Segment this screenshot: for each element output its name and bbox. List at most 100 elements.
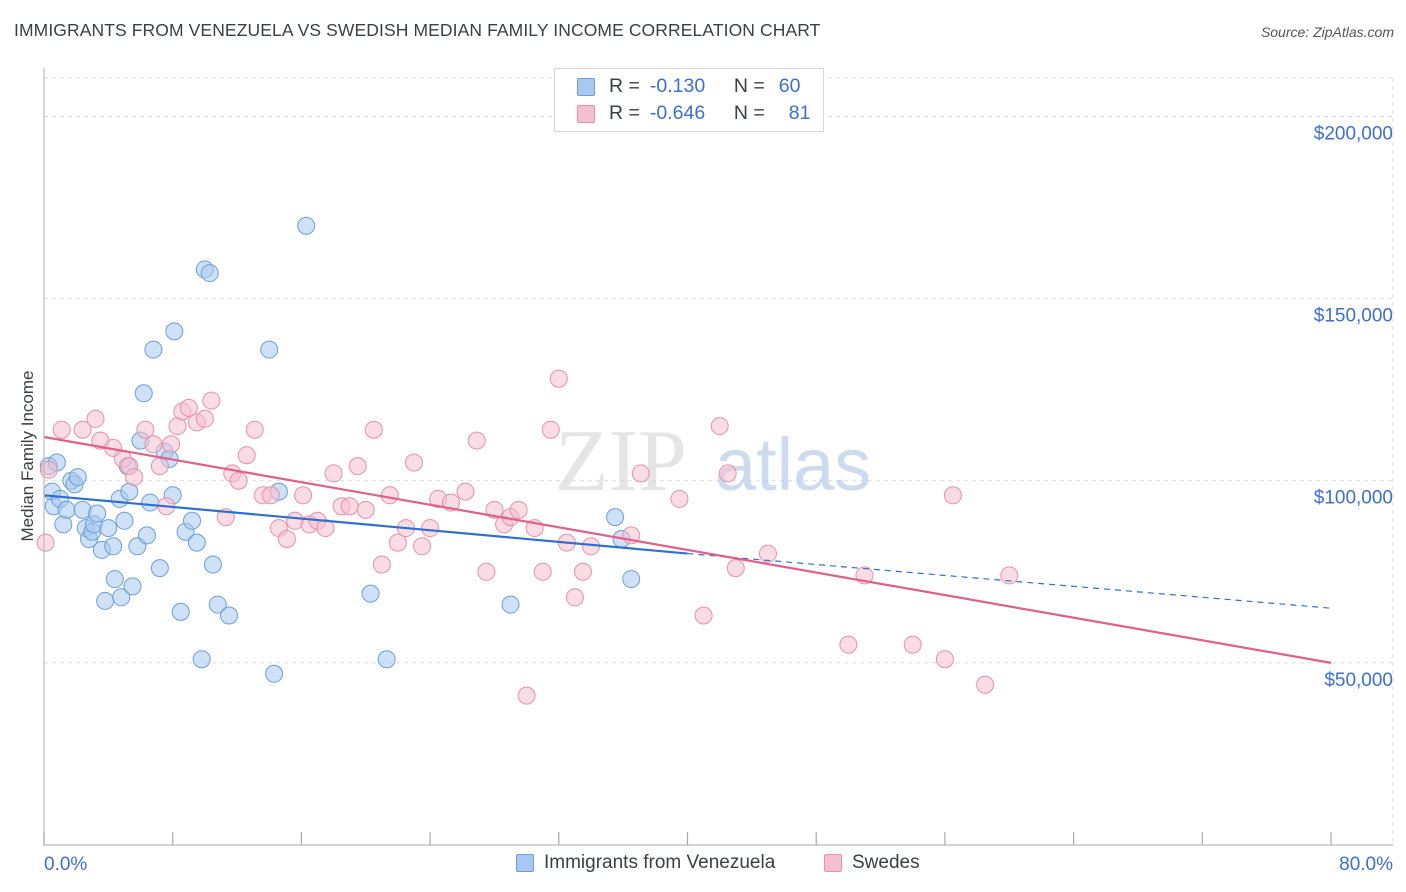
source-label: Source: ZipAtlas.com bbox=[1260, 24, 1394, 40]
scatter-point bbox=[261, 486, 280, 505]
stats-r-label: R = bbox=[609, 102, 640, 124]
scatter-point bbox=[943, 486, 962, 505]
scatter-point bbox=[68, 468, 87, 487]
scatter-point bbox=[183, 511, 202, 530]
scatter-point bbox=[112, 588, 131, 607]
stats-n-value: 81 bbox=[788, 102, 811, 124]
scatter-point bbox=[372, 555, 391, 574]
scatter-point bbox=[144, 435, 163, 454]
watermark-atlas: atlas bbox=[715, 423, 871, 506]
stats-n-value: 60 bbox=[778, 75, 801, 97]
scatter-point bbox=[549, 369, 568, 388]
scatter-point bbox=[485, 500, 504, 519]
series-venezuela-points bbox=[39, 216, 641, 683]
scatter-point bbox=[73, 420, 92, 439]
scatter-point bbox=[134, 384, 153, 403]
scatter-point bbox=[935, 650, 954, 669]
scatter-point bbox=[86, 409, 105, 428]
legend-swatch-venezuela bbox=[516, 854, 534, 872]
y-tick-label: $200,000 bbox=[1314, 123, 1393, 144]
stats-r-value: -0.130 bbox=[649, 75, 706, 97]
scatter-point bbox=[631, 464, 650, 483]
legend-item-venezuela[interactable]: Immigrants from Venezuela bbox=[516, 852, 775, 874]
stats-n-label: N = bbox=[733, 102, 765, 124]
legend-item-swedes[interactable]: Swedes bbox=[824, 852, 920, 874]
stats-swatch-venezuela bbox=[577, 77, 595, 96]
scatter-point bbox=[99, 519, 118, 538]
scatter-point bbox=[340, 497, 359, 516]
scatter-point bbox=[1000, 566, 1019, 585]
scatter-point bbox=[277, 530, 296, 548]
scatter-point bbox=[237, 446, 256, 465]
scatter-point bbox=[517, 686, 536, 705]
scatter-point bbox=[477, 562, 496, 581]
scatter-point bbox=[36, 533, 55, 552]
scatter-point bbox=[622, 570, 641, 589]
stats-n-label: N = bbox=[733, 75, 765, 97]
stats-row-venezuela: R = -0.130 N = 60 bbox=[577, 75, 800, 98]
scatter-point bbox=[104, 537, 123, 556]
scatter-point bbox=[88, 504, 107, 523]
scatter-point bbox=[316, 519, 335, 538]
scatter-point bbox=[694, 606, 713, 625]
scatter-point bbox=[115, 511, 134, 530]
scatter-point bbox=[456, 482, 475, 501]
trend-line-venezuela-extension bbox=[687, 552, 1332, 609]
y-tick-label: $100,000 bbox=[1314, 488, 1393, 509]
scatter-point bbox=[670, 489, 689, 508]
x-tick-label-max: 80.0% bbox=[1339, 854, 1393, 875]
scatter-point bbox=[976, 675, 995, 694]
stats-row-swedes: R = -0.646 N = 81 bbox=[577, 102, 810, 125]
scatter-point bbox=[388, 533, 407, 552]
scatter-point bbox=[137, 526, 156, 545]
scatter-point bbox=[377, 650, 396, 669]
scatter-point bbox=[565, 588, 584, 607]
scatter-point bbox=[348, 457, 367, 476]
scatter-point bbox=[364, 420, 383, 439]
scatter-point bbox=[903, 635, 922, 654]
scatter-point bbox=[260, 340, 279, 359]
scatter-point bbox=[200, 264, 219, 283]
scatter-point bbox=[54, 515, 73, 534]
scatter-point bbox=[179, 398, 198, 417]
y-tick-label: $150,000 bbox=[1314, 306, 1393, 327]
scatter-point bbox=[509, 500, 528, 519]
scatter-point bbox=[541, 420, 560, 439]
scatter-point bbox=[220, 606, 239, 625]
trend-line-swedes bbox=[43, 435, 1332, 664]
stats-legend: R = -0.130 N = 60 R = -0.646 N = 81 bbox=[554, 68, 824, 132]
scatter-point bbox=[356, 500, 375, 519]
scatter-point bbox=[297, 216, 316, 235]
legend-label-swedes: Swedes bbox=[852, 852, 920, 873]
scatter-point bbox=[202, 391, 221, 410]
scatter-point bbox=[421, 519, 440, 538]
scatter-point bbox=[361, 584, 380, 603]
series-swedes-points bbox=[36, 369, 1019, 705]
scatter-point bbox=[718, 464, 737, 483]
scatter-point bbox=[726, 559, 745, 578]
scatter-point bbox=[96, 591, 115, 610]
axes bbox=[43, 68, 1393, 846]
scatter-point bbox=[208, 595, 227, 614]
scatter-point bbox=[606, 508, 625, 527]
scatter-point bbox=[294, 486, 313, 505]
scatter-point bbox=[187, 533, 206, 552]
stats-r-value: -0.646 bbox=[649, 102, 706, 124]
scatter-point bbox=[192, 650, 211, 669]
legend-label-venezuela: Immigrants from Venezuela bbox=[544, 852, 776, 873]
watermark-zip: ZIP bbox=[555, 413, 687, 510]
scatter-point bbox=[245, 420, 264, 439]
scatter-point bbox=[839, 635, 858, 654]
scatter-point bbox=[105, 570, 124, 589]
legend-swatch-swedes bbox=[824, 854, 842, 872]
scatter-point bbox=[123, 577, 142, 596]
scatter-point bbox=[162, 435, 181, 454]
scatter-point bbox=[39, 460, 58, 479]
y-axis-title: Median Family Income bbox=[18, 370, 37, 541]
y-tick-label: $50,000 bbox=[1324, 670, 1393, 691]
scatter-point bbox=[150, 559, 169, 578]
scatter-point bbox=[710, 417, 729, 436]
scatter-point bbox=[265, 664, 284, 683]
scatter-point bbox=[52, 420, 71, 439]
scatter-point bbox=[144, 340, 163, 359]
